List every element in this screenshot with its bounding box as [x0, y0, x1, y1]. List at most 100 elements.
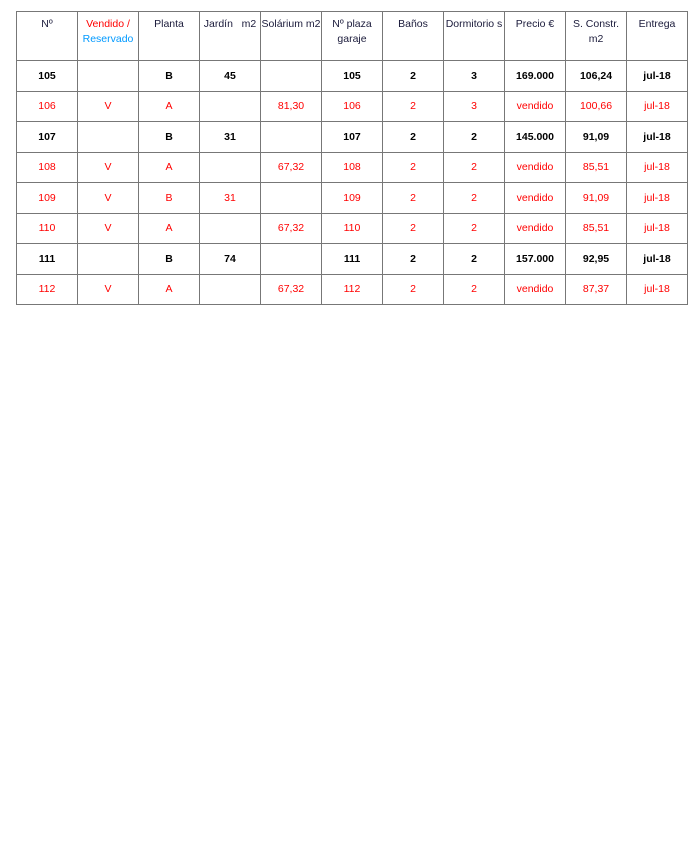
- cell-delivery: jul-18: [626, 243, 688, 275]
- cell-floor: B: [138, 243, 200, 275]
- cell-number: 110: [16, 212, 78, 244]
- cell-solarium: [260, 182, 322, 214]
- cell-built-area: 85,51: [565, 151, 627, 183]
- header-sold: Vendido /: [86, 18, 130, 30]
- header-parking: Nº plaza garaje: [321, 11, 383, 61]
- cell-bathrooms: 2: [382, 273, 444, 305]
- cell-delivery: jul-18: [626, 60, 688, 92]
- cell-number: 107: [16, 121, 78, 153]
- cell-number: 108: [16, 151, 78, 183]
- cell-floor: A: [138, 151, 200, 183]
- cell-built-area: 100,66: [565, 90, 627, 122]
- cell-parking: 111: [321, 243, 383, 275]
- cell-price: 145.000: [504, 121, 566, 153]
- cell-delivery: jul-18: [626, 182, 688, 214]
- cell-sold: V: [77, 273, 139, 305]
- cell-garden: 45: [199, 60, 261, 92]
- cell-bedrooms: 3: [443, 60, 505, 92]
- cell-garden: [199, 90, 261, 122]
- cell-built-area: 91,09: [565, 121, 627, 153]
- cell-sold: [77, 121, 139, 153]
- header-row: Nº Vendido / Reservado Planta Jardín m2 S…: [16, 11, 688, 61]
- cell-garden: 74: [199, 243, 261, 275]
- cell-bedrooms: 2: [443, 243, 505, 275]
- cell-number: 106: [16, 90, 78, 122]
- cell-floor: B: [138, 121, 200, 153]
- cell-parking: 110: [321, 212, 383, 244]
- cell-price: vendido: [504, 273, 566, 305]
- table-row: 109 V B 31 109 2 2 vendido 91,09 jul-18: [16, 182, 688, 214]
- cell-garden: 31: [199, 121, 261, 153]
- cell-floor: A: [138, 212, 200, 244]
- cell-price: vendido: [504, 212, 566, 244]
- cell-solarium: 67,32: [260, 212, 322, 244]
- cell-bathrooms: 2: [382, 243, 444, 275]
- cell-parking: 109: [321, 182, 383, 214]
- header-reserved: Reservado: [82, 33, 134, 45]
- cell-garden: [199, 273, 261, 305]
- header-solarium: Solárium m2: [260, 11, 322, 61]
- cell-bedrooms: 2: [443, 212, 505, 244]
- cell-number: 111: [16, 243, 78, 275]
- cell-price: 157.000: [504, 243, 566, 275]
- cell-built-area: 85,51: [565, 212, 627, 244]
- cell-sold: [77, 243, 139, 275]
- cell-garden: 31: [199, 182, 261, 214]
- header-garden: Jardín m2: [199, 11, 261, 61]
- cell-floor: B: [138, 182, 200, 214]
- table-row: 111 B 74 111 2 2 157.000 92,95 jul-18: [16, 243, 688, 275]
- cell-floor: A: [138, 90, 200, 122]
- header-floor: Planta: [138, 11, 200, 61]
- header-sold-reserved: Vendido / Reservado: [77, 11, 139, 61]
- cell-bathrooms: 2: [382, 151, 444, 183]
- cell-bathrooms: 2: [382, 60, 444, 92]
- cell-sold: V: [77, 151, 139, 183]
- cell-parking: 112: [321, 273, 383, 305]
- cell-solarium: [260, 60, 322, 92]
- cell-built-area: 106,24: [565, 60, 627, 92]
- cell-solarium: 67,32: [260, 273, 322, 305]
- cell-bathrooms: 2: [382, 90, 444, 122]
- cell-parking: 108: [321, 151, 383, 183]
- table-row: 106 V A 81,30 106 2 3 vendido 100,66 jul-18: [16, 90, 688, 122]
- cell-sold: V: [77, 182, 139, 214]
- header-number: Nº: [16, 11, 78, 61]
- cell-built-area: 91,09: [565, 182, 627, 214]
- cell-price: vendido: [504, 182, 566, 214]
- cell-bathrooms: 2: [382, 121, 444, 153]
- cell-sold: [77, 60, 139, 92]
- cell-floor: A: [138, 273, 200, 305]
- cell-bedrooms: 2: [443, 273, 505, 305]
- cell-delivery: jul-18: [626, 151, 688, 183]
- cell-number: 109: [16, 182, 78, 214]
- cell-parking: 105: [321, 60, 383, 92]
- cell-parking: 106: [321, 90, 383, 122]
- table-row: 107 B 31 107 2 2 145.000 91,09 jul-18: [16, 121, 688, 153]
- cell-built-area: 87,37: [565, 273, 627, 305]
- cell-delivery: jul-18: [626, 121, 688, 153]
- apartments-table: Nº Vendido / Reservado Planta Jardín m2 S…: [16, 11, 688, 305]
- cell-bedrooms: 2: [443, 151, 505, 183]
- cell-parking: 107: [321, 121, 383, 153]
- cell-bedrooms: 3: [443, 90, 505, 122]
- header-bedrooms: Dormitorio s: [443, 11, 505, 61]
- header-bathrooms: Baños: [382, 11, 444, 61]
- table-row: 105 B 45 105 2 3 169.000 106,24 jul-18: [16, 60, 688, 92]
- cell-garden: [199, 212, 261, 244]
- table-row: 110 V A 67,32 110 2 2 vendido 85,51 jul-18: [16, 212, 688, 244]
- table-row: 112 V A 67,32 112 2 2 vendido 87,37 jul-18: [16, 273, 688, 305]
- cell-delivery: jul-18: [626, 90, 688, 122]
- cell-solarium: [260, 121, 322, 153]
- cell-price: 169.000: [504, 60, 566, 92]
- cell-sold: V: [77, 212, 139, 244]
- cell-delivery: jul-18: [626, 273, 688, 305]
- cell-bathrooms: 2: [382, 212, 444, 244]
- cell-sold: V: [77, 90, 139, 122]
- table-row: 108 V A 67,32 108 2 2 vendido 85,51 jul-18: [16, 151, 688, 183]
- cell-bedrooms: 2: [443, 121, 505, 153]
- cell-built-area: 92,95: [565, 243, 627, 275]
- cell-floor: B: [138, 60, 200, 92]
- cell-price: vendido: [504, 90, 566, 122]
- cell-bedrooms: 2: [443, 182, 505, 214]
- header-price: Precio €: [504, 11, 566, 61]
